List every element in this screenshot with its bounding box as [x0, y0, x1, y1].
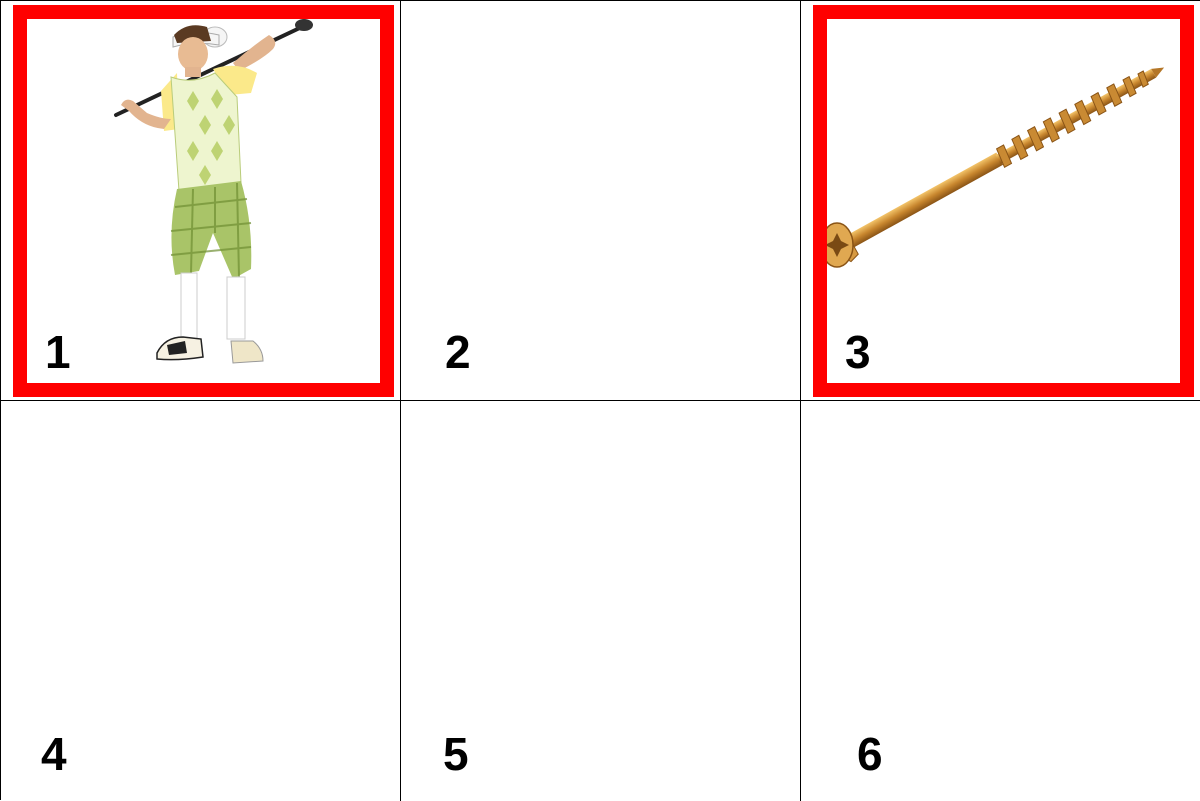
cell-number: 4 — [41, 728, 67, 780]
grid-cell-1[interactable]: 1 — [1, 1, 401, 401]
grid-cell-4[interactable]: 4 — [1, 401, 401, 801]
cell-number: 6 — [857, 728, 883, 780]
cell-number: 3 — [845, 326, 871, 378]
grid-cell-6[interactable]: 6 — [801, 401, 1200, 801]
cell-number: 1 — [45, 326, 71, 378]
grid-cell-2[interactable]: 2 — [401, 1, 801, 401]
grid-cell-5[interactable]: 5 — [401, 401, 801, 801]
grid-cell-3[interactable]: 3 — [801, 1, 1200, 401]
wood-screw-image — [820, 67, 1165, 268]
cell-number: 2 — [445, 326, 471, 378]
cell-number: 5 — [443, 728, 469, 780]
golfer-costume-image — [114, 19, 313, 364]
